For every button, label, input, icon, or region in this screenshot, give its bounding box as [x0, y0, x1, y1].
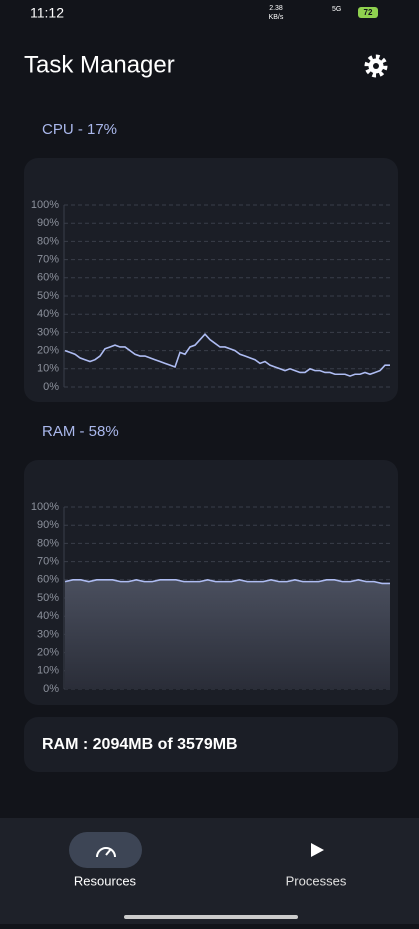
status-network: 5G [332, 6, 341, 13]
y-tick-label: 100% [31, 199, 59, 211]
app-title: Task Manager [24, 51, 175, 78]
status-speed-unit: KB/s [269, 14, 284, 21]
memory-info: RAM : 2094MB of 3579MB [42, 736, 238, 753]
y-tick-label: 60% [37, 574, 59, 586]
cpu-chart: 0% 10% 20% 30% 40% 50% 60% 70% 80% 90% 100% [31, 199, 390, 393]
y-tick-label: 70% [37, 556, 59, 568]
y-tick-label: 20% [37, 345, 59, 357]
nav-resources[interactable]: Resources [69, 832, 142, 888]
y-tick-label: 10% [37, 363, 59, 375]
y-tick-label: 80% [37, 235, 59, 247]
y-tick-label: 90% [37, 519, 59, 531]
area [65, 579, 390, 689]
nav-label: Resources [74, 873, 137, 888]
line [64, 578, 390, 585]
y-tick-label: 80% [37, 537, 59, 549]
nav-processes[interactable]: Processes [286, 843, 347, 888]
y-tick-label: 60% [37, 272, 59, 284]
status-speed: 2.38 [269, 5, 283, 12]
settings-button[interactable] [364, 54, 388, 78]
ram-chart: 0% 10% 20% 30% 40% 50% 60% 70% 80% 90% 100% [31, 501, 390, 695]
y-tick-label: 50% [37, 290, 59, 302]
gauge-icon [96, 847, 116, 858]
gear-hole [373, 63, 379, 69]
y-tick-label: 100% [31, 501, 59, 513]
nav-pill [69, 832, 142, 868]
y-tick-label: 10% [37, 665, 59, 677]
home-indicator [124, 915, 298, 919]
gear-teeth [364, 54, 388, 78]
ram-label: RAM - 58% [42, 423, 119, 440]
nav-label: Processes [286, 873, 347, 888]
y-tick-label: 40% [37, 610, 59, 622]
y-tick-label: 70% [37, 254, 59, 266]
memory-card [24, 717, 398, 772]
y-tick-label: 0% [43, 683, 59, 695]
y-tick-label: 90% [37, 217, 59, 229]
y-tick-label: 20% [37, 647, 59, 659]
status-battery: 72 [364, 8, 373, 17]
y-tick-label: 50% [37, 592, 59, 604]
cpu-label: CPU - 17% [42, 121, 117, 138]
status-time: 11:12 [30, 5, 64, 21]
gauge-needle [105, 848, 112, 856]
bottom-nav [0, 818, 419, 924]
y-tick-label: 30% [37, 628, 59, 640]
battery-icon [358, 7, 378, 18]
line [64, 333, 390, 377]
y-tick-label: 40% [37, 308, 59, 320]
y-tick-label: 30% [37, 326, 59, 338]
play-icon [311, 843, 324, 857]
cpu-card [24, 158, 398, 402]
y-tick-label: 0% [43, 381, 59, 393]
